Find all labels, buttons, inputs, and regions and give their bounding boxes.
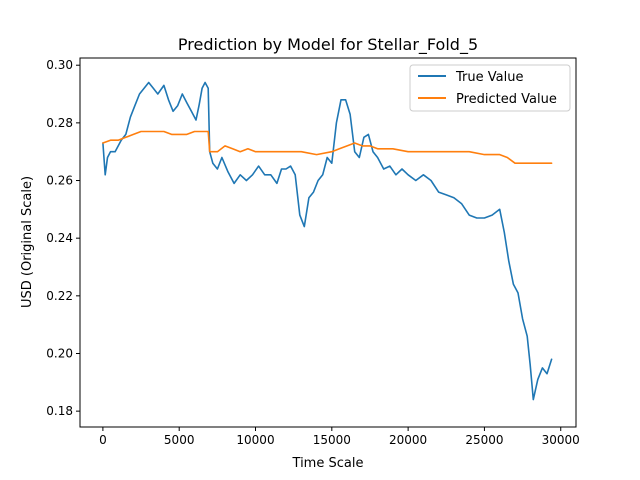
series-line-true-value bbox=[102, 81, 553, 401]
chart-title: Prediction by Model for Stellar_Fold_5 bbox=[178, 35, 478, 55]
legend-label-predicted-value: Predicted Value bbox=[456, 92, 557, 107]
y-tick-label: 0.22 bbox=[46, 289, 73, 303]
axes-frame bbox=[79, 57, 577, 428]
y-tick-label: 0.18 bbox=[46, 404, 73, 418]
x-tick-label: 10000 bbox=[236, 433, 274, 447]
x-tick-label: 20000 bbox=[389, 433, 427, 447]
x-tick-label: 30000 bbox=[542, 433, 580, 447]
y-tick-label: 0.28 bbox=[46, 116, 73, 130]
y-axis: 0.18 0.20 0.22 0.24 0.26 0.28 0.30 bbox=[46, 58, 80, 418]
y-tick-label: 0.20 bbox=[46, 346, 73, 360]
x-tick-label: 5000 bbox=[164, 433, 195, 447]
x-tick-label: 0 bbox=[99, 433, 107, 447]
plot-area bbox=[79, 57, 577, 428]
x-tick-label: 25000 bbox=[465, 433, 503, 447]
legend: True Value Predicted Value bbox=[409, 64, 571, 112]
y-tick-label: 0.30 bbox=[46, 58, 73, 72]
y-axis-label: USD (Original Scale) bbox=[20, 176, 35, 308]
x-axis-label: Time Scale bbox=[292, 456, 364, 471]
series-layer bbox=[102, 81, 553, 401]
legend-label-true-value: True Value bbox=[455, 70, 523, 85]
y-tick-label: 0.26 bbox=[46, 174, 73, 188]
legend-box bbox=[409, 64, 571, 112]
series-line-predicted-value bbox=[102, 130, 553, 164]
y-tick-label: 0.24 bbox=[46, 231, 73, 245]
x-axis: 0 5000 10000 15000 20000 25000 30000 bbox=[99, 427, 580, 447]
x-tick-label: 15000 bbox=[313, 433, 351, 447]
